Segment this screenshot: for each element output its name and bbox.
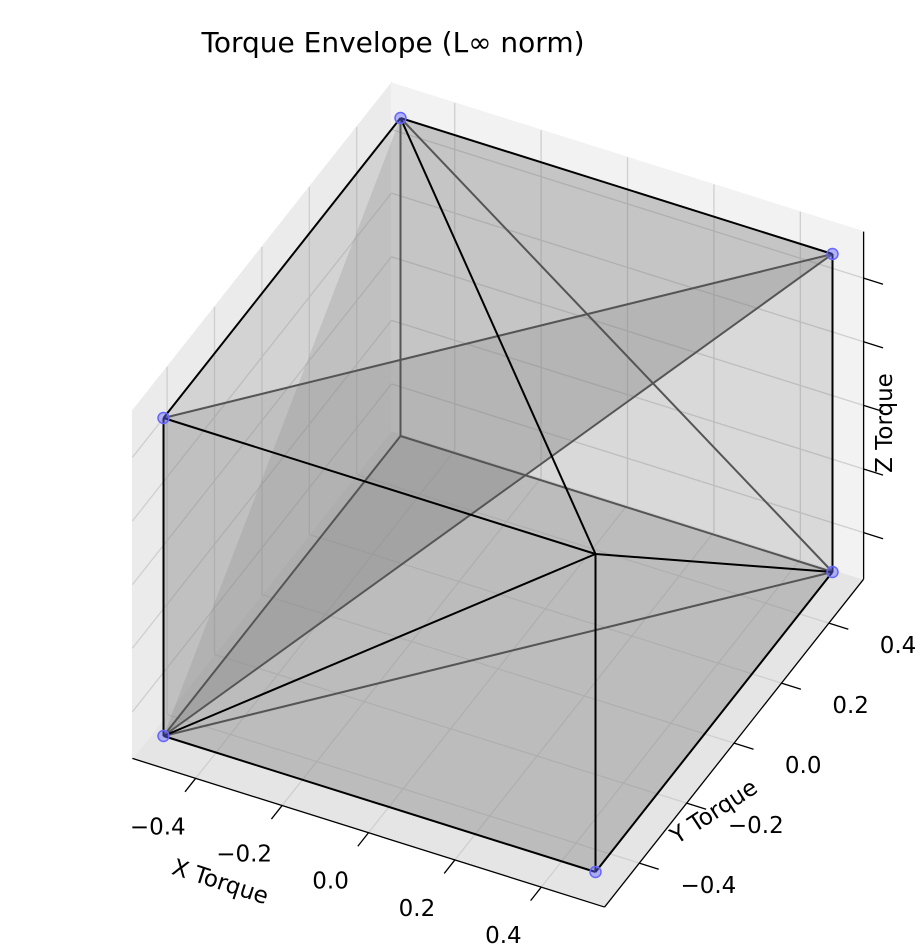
y-tick-label: −0.2 [728,813,784,839]
data-point [157,729,170,743]
chart-title: Torque Envelope (L∞ norm) [200,26,584,59]
z-tick-mark [863,277,884,285]
hull-surface [162,117,834,873]
y-axis-line [604,578,865,908]
hull-face [163,572,833,872]
data-point [157,411,170,425]
x-tick-mark [270,805,283,820]
data-point [589,865,602,879]
y-tick-label: −0.4 [680,873,736,899]
x-tick-label: −0.4 [130,814,186,840]
hull-face [163,436,833,736]
hull-face [163,118,833,418]
hull-edge [595,553,833,573]
y-tick-mark [733,742,754,750]
hull-face [163,254,833,554]
data-point [394,111,407,125]
hull-edge [399,117,597,555]
hull-edge [163,735,596,873]
grid-line [391,128,864,279]
grid-line [540,558,801,888]
y-tick-mark [781,682,802,690]
grid-line [391,192,864,343]
tick-labels: −0.4−0.4−0.4−0.2−0.2−0.20.00.00.00.20.20… [130,633,917,944]
x-tick-label: 0.4 [485,923,522,944]
z-axis-label: Z Torque [872,373,898,473]
grid-line [131,256,392,586]
x-tick-mark [184,777,197,793]
z-tick-mark [863,531,884,540]
grid-line [309,533,782,684]
z-tick-mark [863,341,884,349]
y-tick-mark [639,862,659,870]
z-tick-mark [863,468,884,476]
x-tick-mark [530,886,542,902]
x-tick-label: 0.0 [312,869,349,895]
hull-edge [163,417,596,555]
grid-line [131,192,392,522]
y-tick-mark [686,802,707,810]
z-tick-mark [863,404,884,413]
hull-edge [163,553,596,737]
grid-line [391,256,864,406]
x-tick-label: 0.2 [399,896,436,922]
y-tick-mark [828,622,849,630]
y-tick-label: 0.0 [785,753,822,779]
hull-edge [400,117,833,255]
data-point [826,247,839,261]
grid-line [454,531,715,861]
y-tick-label: 0.4 [880,633,917,659]
hull-hidden-edge [162,253,834,737]
x-tick-mark [443,859,456,874]
data-point [826,565,839,579]
hull-hidden-edge [162,435,402,737]
hull-face [163,418,596,736]
data-points [157,111,839,879]
y-tick-label: 0.2 [832,693,869,719]
gridlines [131,102,864,888]
hull-hidden-edge [399,117,834,573]
hull-hidden-edge [163,571,833,737]
hull-face [163,554,596,872]
hull-hidden-edge [400,435,833,573]
axis-lines [132,231,884,908]
grid-line [261,593,735,744]
hull-edge [162,117,402,419]
x-tick-label: −0.2 [216,842,272,868]
x-tick-mark [357,832,369,847]
hull-face [163,118,833,736]
hull-edge [594,571,834,873]
